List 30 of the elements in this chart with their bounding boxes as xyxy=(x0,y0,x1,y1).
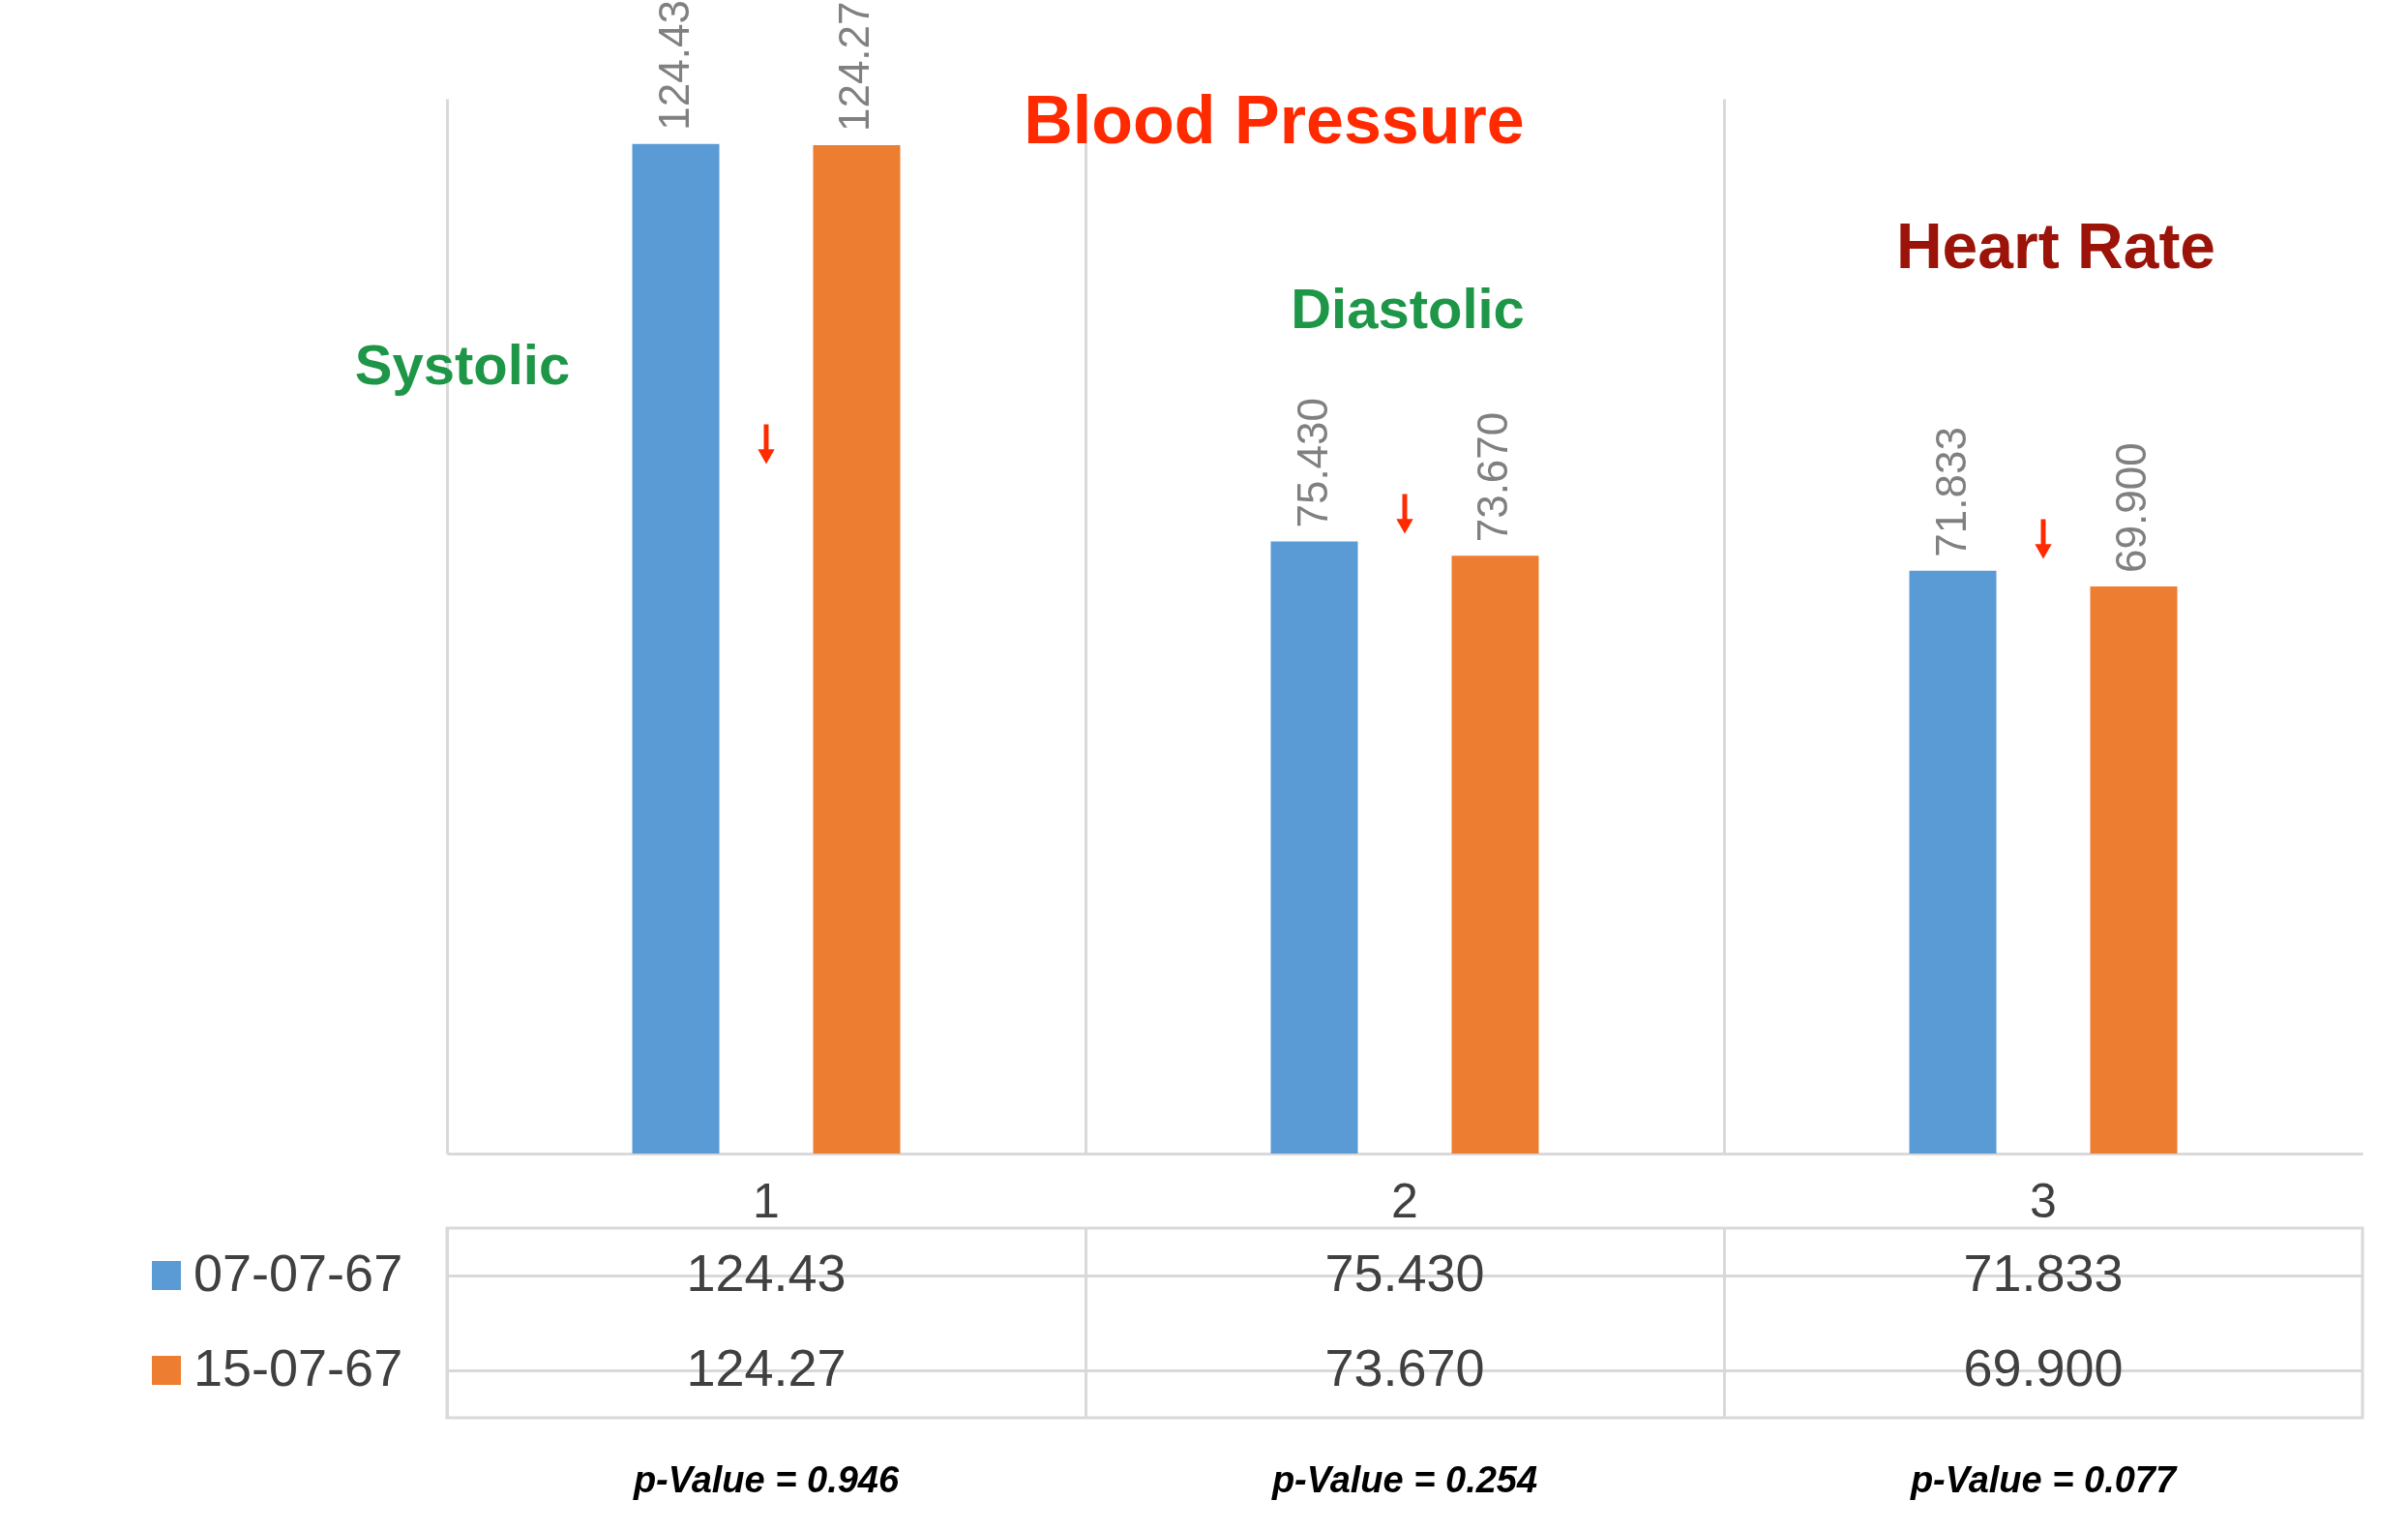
bar xyxy=(1451,555,1539,1154)
x-tick-label: 3 xyxy=(2030,1173,2057,1228)
text: 75.430 xyxy=(1288,397,1336,528)
bar xyxy=(1909,570,1997,1154)
text: p-Value = 0.946 xyxy=(632,1459,900,1500)
legend-label: 07-07-67 xyxy=(193,1244,403,1302)
bar xyxy=(1270,541,1358,1154)
annotation: Heart Rate xyxy=(1895,210,2216,282)
x-tick-label: 1 xyxy=(753,1173,780,1228)
data-label: 124.43 xyxy=(686,1244,847,1302)
annotation: Diastolic xyxy=(1291,277,1525,340)
bar xyxy=(813,145,901,1154)
data-label: 73.670 xyxy=(1324,1338,1485,1396)
bar xyxy=(2090,585,2178,1154)
text: 124.27 xyxy=(830,1,878,133)
text: 124.43 xyxy=(649,0,698,131)
annotation: Systolic xyxy=(354,333,571,396)
text: 71.833 xyxy=(1926,427,1975,557)
text: p-Value = 0.077 xyxy=(1909,1459,2178,1500)
data-label: 69.900 xyxy=(1963,1338,2124,1396)
legend-label: 15-07-67 xyxy=(193,1338,403,1396)
text: 69.900 xyxy=(2107,442,2155,573)
data-label: 71.833 xyxy=(1963,1244,2124,1302)
chart-title: Blood Pressure xyxy=(1024,82,1525,158)
x-tick-label: 2 xyxy=(1391,1173,1418,1228)
data-label: 124.27 xyxy=(686,1338,847,1396)
bar xyxy=(632,143,720,1154)
text: p-Value = 0.254 xyxy=(1270,1459,1538,1500)
text: 73.670 xyxy=(1469,411,1517,543)
data-label: 75.430 xyxy=(1324,1244,1485,1302)
